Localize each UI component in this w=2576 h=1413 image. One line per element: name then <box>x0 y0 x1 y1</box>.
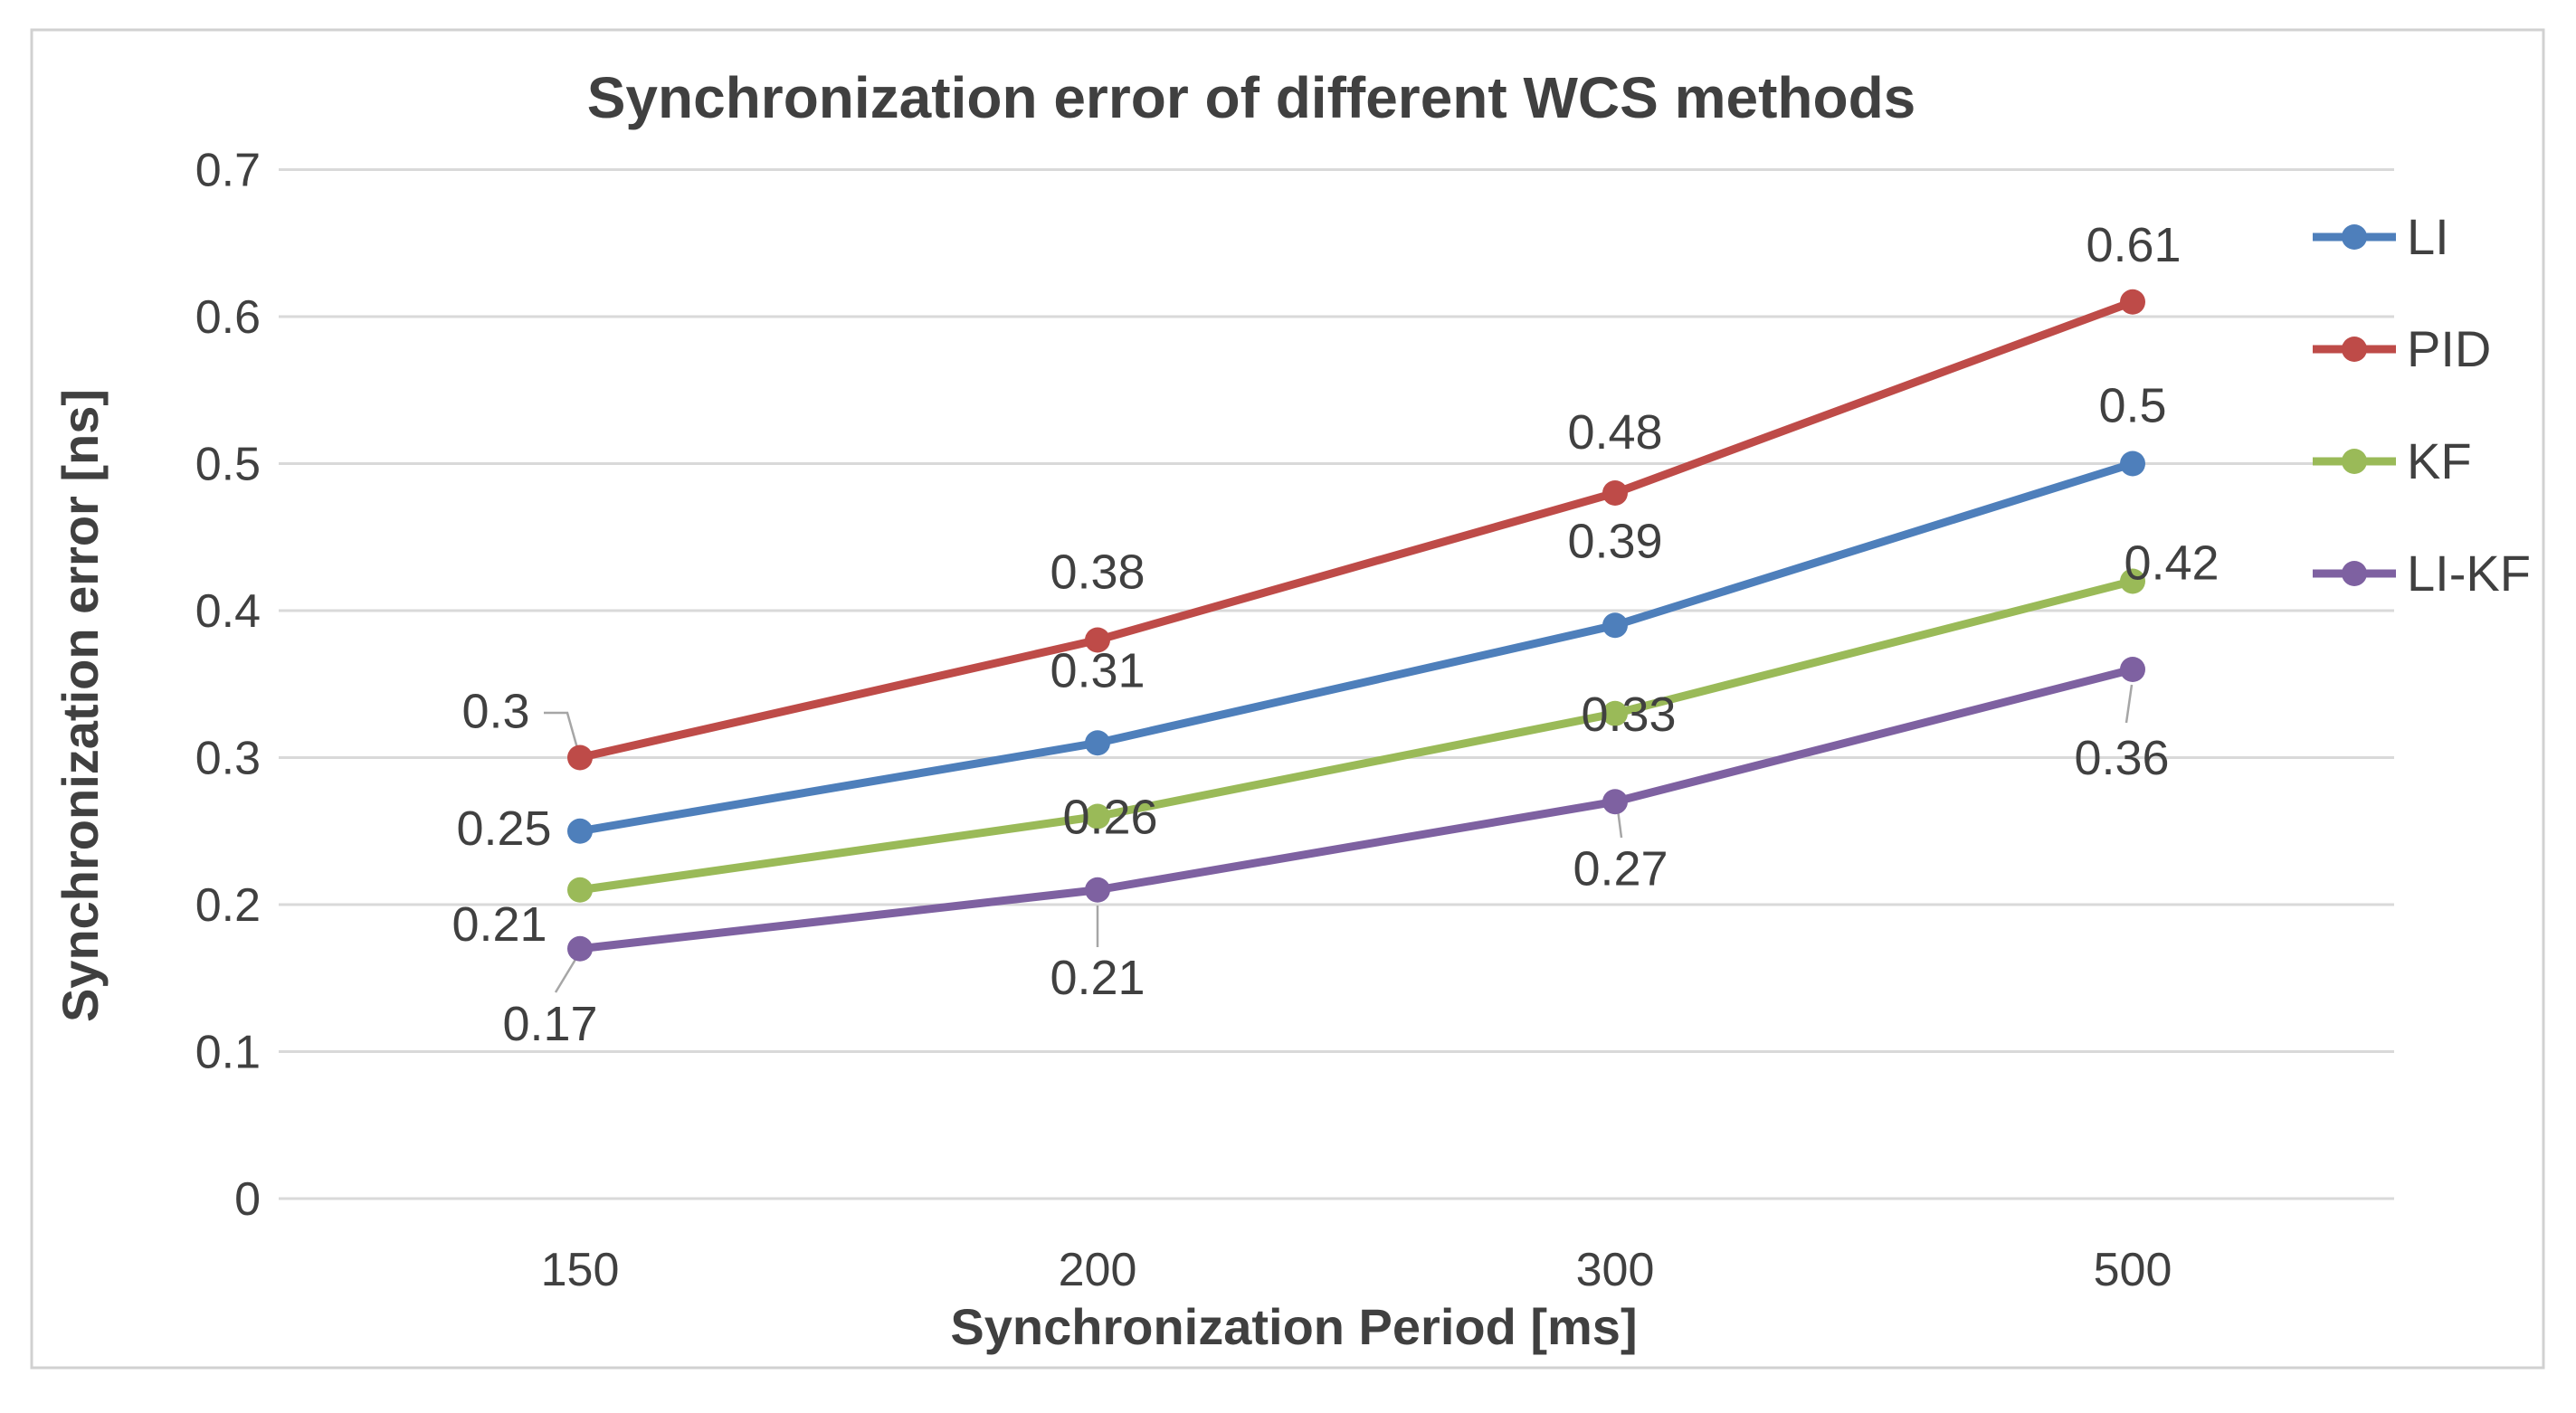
data-label-LI-KF: 0.36 <box>2074 731 2169 785</box>
y-tick-label: 0.1 <box>195 1027 261 1079</box>
data-label-PID: 0.48 <box>1567 405 1662 460</box>
data-point-PID <box>1602 480 1628 506</box>
x-tick-labels: 150 200 300 500 <box>541 1244 2172 1296</box>
data-point-LI <box>1085 730 1110 756</box>
data-label-LI-KF: 0.27 <box>1573 841 1668 896</box>
data-label-leader <box>1616 809 1623 839</box>
data-label-LI: 0.5 <box>2098 379 2166 433</box>
legend-dot-marker <box>2342 561 2367 586</box>
legend-item-LI-KF: LI-KF <box>2313 545 2531 602</box>
legend-label: LI-KF <box>2407 545 2531 602</box>
data-label-LI: 0.39 <box>1567 514 1662 568</box>
data-point-LI <box>567 818 593 844</box>
data-label-KF: 0.26 <box>1062 791 1157 845</box>
data-point-LI-KF <box>1602 789 1628 815</box>
x-tick-label: 300 <box>1576 1244 1655 1296</box>
legend-label: PID <box>2407 320 2491 377</box>
x-axis-title: Synchronization Period [ms] <box>950 1298 1637 1355</box>
data-point-KF <box>1602 700 1628 726</box>
legend-item-LI: LI <box>2313 208 2449 265</box>
data-label-LI: 0.31 <box>1050 643 1145 697</box>
series-line-KF <box>575 577 2137 895</box>
x-tick-label: 150 <box>541 1244 620 1296</box>
data-point-KF <box>1085 803 1110 830</box>
y-tick-label: 0.6 <box>195 291 261 344</box>
series-line-PID <box>575 298 2137 762</box>
data-point-PID <box>1085 627 1110 653</box>
x-tick-label: 200 <box>1059 1244 1137 1296</box>
data-point-LI-KF <box>567 935 593 962</box>
chart-title: Synchronization error of different WCS m… <box>587 65 1916 130</box>
series-line-LI-KF <box>575 665 2137 953</box>
data-label-leader <box>544 711 581 755</box>
data-label-KF: 0.33 <box>1581 688 1676 742</box>
y-tick-label: 0 <box>234 1173 261 1226</box>
y-tick-label: 0.2 <box>195 879 261 932</box>
data-point-KF <box>567 877 593 903</box>
data-point-LI-KF <box>1085 877 1110 903</box>
legend-item-KF: KF <box>2313 432 2472 489</box>
legend: LI PID KF LI-KF <box>2313 208 2531 602</box>
data-point-PID <box>2120 289 2145 315</box>
y-axis-title: Synchronization error [ns] <box>52 389 109 1022</box>
y-tick-label: 0.4 <box>195 585 261 638</box>
data-label-KF: 0.21 <box>452 897 547 952</box>
data-label-LI: 0.25 <box>456 801 551 856</box>
data-point-LI-KF <box>2120 657 2145 682</box>
data-label-LI-KF: 0.21 <box>1050 951 1145 1005</box>
y-tick-label: 0.3 <box>195 733 261 785</box>
legend-label: KF <box>2407 432 2472 489</box>
data-label-PID: 0.38 <box>1050 545 1145 600</box>
data-point-LI <box>2120 450 2145 477</box>
series-lines <box>567 289 2145 962</box>
legend-dot-marker <box>2342 337 2367 362</box>
legend-dot-marker <box>2342 224 2367 250</box>
legend-dot-marker <box>2342 449 2367 474</box>
data-point-LI <box>1602 612 1628 639</box>
legend-label: LI <box>2407 208 2449 265</box>
data-label-KF: 0.42 <box>2124 536 2219 591</box>
data-label-PID: 0.3 <box>461 685 529 739</box>
y-tick-label: 0.7 <box>195 145 261 197</box>
data-label-LI-KF: 0.17 <box>502 997 597 1051</box>
data-label-leader <box>2124 684 2134 724</box>
gridlines <box>279 168 2394 1200</box>
y-tick-labels: 0 0.1 0.2 0.3 0.4 0.5 0.6 0.7 <box>195 145 261 1227</box>
legend-item-PID: PID <box>2313 320 2491 377</box>
series-line-LI <box>575 460 2137 836</box>
data-labels: 0.25 0.31 0.39 0.5 0.3 0.38 0.48 0.61 0.21 0.26 0.… <box>452 218 2219 1051</box>
data-label-PID: 0.61 <box>2086 218 2181 272</box>
x-tick-label: 500 <box>2094 1244 2172 1296</box>
data-point-KF <box>2120 568 2145 594</box>
y-tick-label: 0.5 <box>195 439 261 491</box>
data-point-PID <box>567 744 593 771</box>
